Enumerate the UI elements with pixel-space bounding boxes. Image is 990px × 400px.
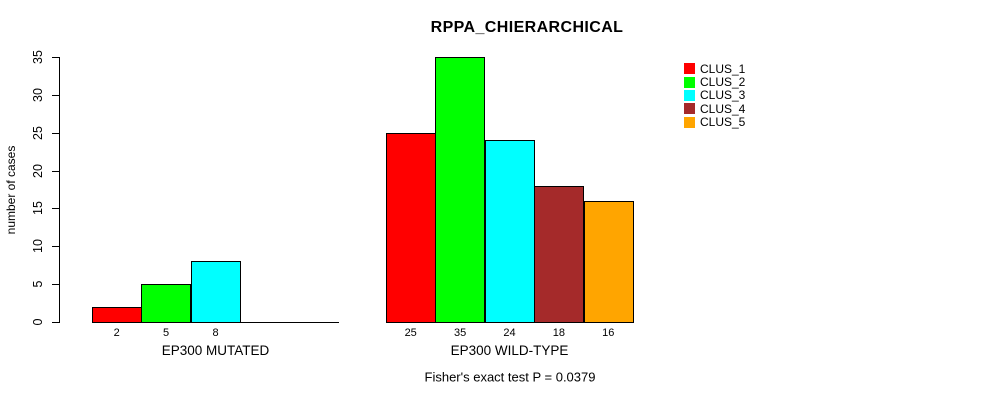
legend-label: CLUS_5 xyxy=(700,115,746,130)
bar-value-label: 35 xyxy=(453,327,467,339)
bar-clus_2 xyxy=(141,284,191,323)
y-axis-tick xyxy=(52,246,59,247)
bar-clus_3 xyxy=(485,140,535,323)
legend-item-clus_2: CLUS_2 xyxy=(684,75,746,90)
bar-value-label: 18 xyxy=(552,327,566,339)
y-axis-tick xyxy=(52,208,59,209)
bar-clus_2 xyxy=(435,57,485,323)
legend-label: CLUS_3 xyxy=(700,88,746,103)
x-axis-group-label: EP300 MUTATED xyxy=(161,343,270,358)
bar-clus_4 xyxy=(534,186,584,323)
bar-value-label: 16 xyxy=(602,327,615,339)
bar-value-label: 2 xyxy=(113,327,120,339)
bar-value-label: 8 xyxy=(212,327,219,339)
y-axis-tick xyxy=(52,284,59,285)
legend-label: CLUS_4 xyxy=(700,101,746,116)
legend-item-clus_3: CLUS_3 xyxy=(684,88,746,103)
y-axis-tick-label: 20 xyxy=(31,164,45,178)
legend-label: CLUS_1 xyxy=(700,61,746,76)
y-axis-tick-label: 10 xyxy=(31,239,45,253)
y-axis-tick-label: 15 xyxy=(31,201,45,215)
y-axis-line xyxy=(59,57,60,323)
y-axis-tick-label: 30 xyxy=(31,88,45,102)
y-axis-title: number of cases xyxy=(4,145,18,235)
legend-swatch-clus_2 xyxy=(684,76,695,88)
legend-swatch-clus_3 xyxy=(684,89,695,101)
bar-value-label: 24 xyxy=(503,327,516,339)
y-axis-tick xyxy=(52,171,59,172)
y-axis-tick-label: 5 xyxy=(31,280,45,288)
legend: CLUS_1 CLUS_2 CLUS_3 CLUS_4 CLUS_5 xyxy=(684,62,745,129)
y-axis-tick-label: 25 xyxy=(31,126,45,140)
y-axis-tick-label: 35 xyxy=(31,50,45,64)
legend-swatch-clus_4 xyxy=(684,103,695,115)
bar-clus_1 xyxy=(386,133,436,323)
annotation-fisher-test: Fisher's exact test P = 0.0379 xyxy=(424,369,596,385)
legend-label: CLUS_2 xyxy=(700,75,746,90)
bar-value-label: 5 xyxy=(163,327,170,339)
bar-clus_3 xyxy=(191,261,241,323)
bar-value-label: 25 xyxy=(404,327,417,339)
y-axis-tick-label: 0 xyxy=(31,318,45,326)
y-axis-tick xyxy=(52,322,59,323)
legend-item-clus_4: CLUS_4 xyxy=(684,101,746,116)
chart-title: RPPA_CHIERARCHICAL xyxy=(430,19,624,36)
y-axis-tick xyxy=(52,95,59,96)
legend-swatch-clus_5 xyxy=(684,116,695,128)
y-axis-tick xyxy=(52,57,59,58)
x-axis-group-label: EP300 WILD-TYPE xyxy=(450,343,569,358)
bar-clus_1 xyxy=(92,307,142,323)
legend-item-clus_1: CLUS_1 xyxy=(684,61,746,76)
legend-swatch-clus_1 xyxy=(684,63,695,75)
legend-item-clus_5: CLUS_5 xyxy=(684,115,746,130)
bar-clus_5 xyxy=(584,201,634,323)
y-axis-tick xyxy=(52,133,59,134)
